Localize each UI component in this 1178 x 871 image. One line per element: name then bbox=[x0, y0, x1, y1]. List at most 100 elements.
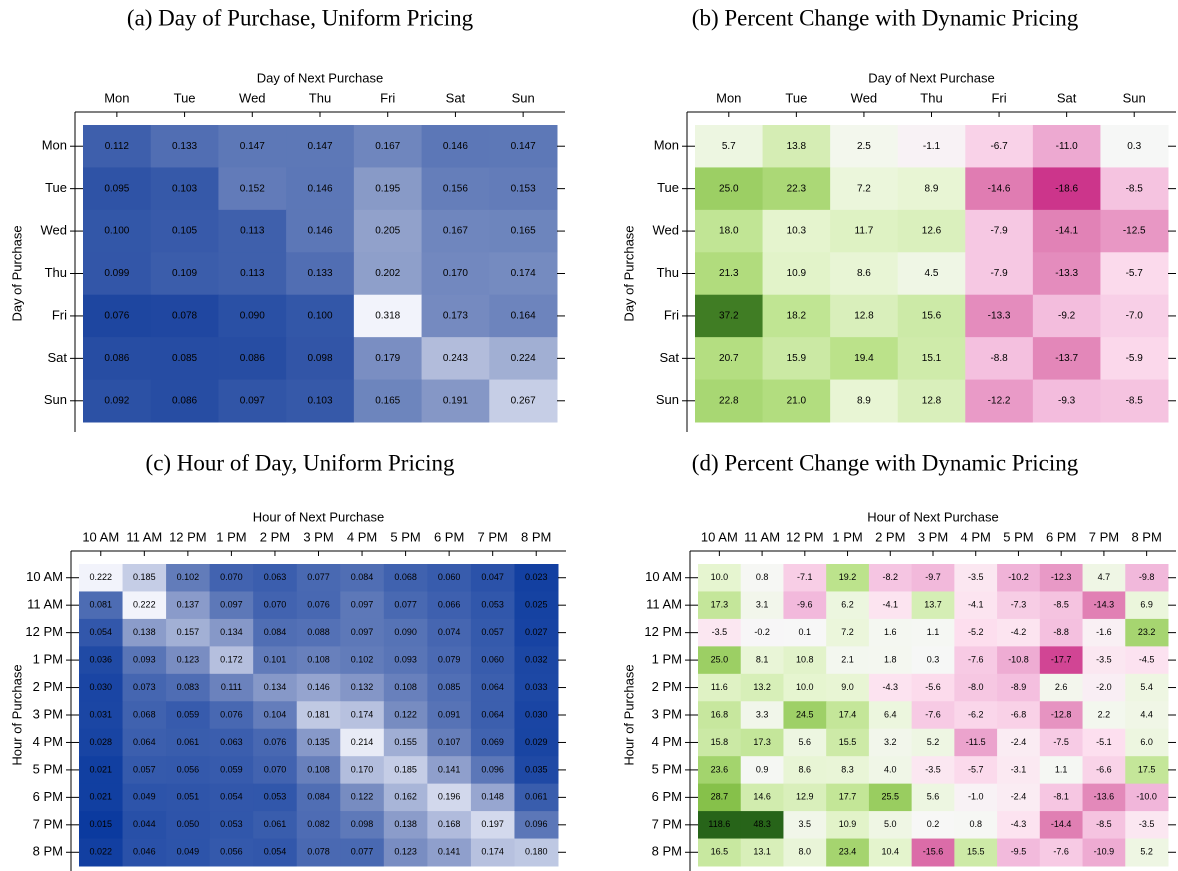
cell-label: 0.138 bbox=[133, 627, 156, 637]
cell-label: 0.085 bbox=[438, 682, 461, 692]
heatmap-cell bbox=[997, 591, 1041, 620]
heatmap-cell bbox=[340, 701, 385, 730]
cell-label: 21.0 bbox=[787, 395, 807, 406]
cell-label: 12.6 bbox=[922, 226, 942, 237]
heatmap-cell bbox=[1125, 728, 1169, 757]
heatmap-cell bbox=[1032, 294, 1101, 338]
cell-label: 0.061 bbox=[264, 819, 287, 829]
cell-label: 15.1 bbox=[922, 353, 942, 364]
x-tick-label: 2 PM bbox=[875, 529, 905, 544]
y-tick-label: Mon bbox=[654, 138, 679, 153]
heatmap-cell bbox=[122, 618, 167, 647]
heatmap-cell bbox=[514, 811, 559, 840]
y-tick-label: 10 AM bbox=[26, 569, 63, 584]
cell-label: -12.2 bbox=[988, 395, 1011, 406]
heatmap-cell bbox=[427, 811, 472, 840]
x-tick-label: Sun bbox=[512, 90, 535, 105]
cell-label: 0.054 bbox=[220, 792, 243, 802]
heatmap-cell bbox=[514, 673, 559, 702]
y-tick-label: Wed bbox=[653, 223, 680, 238]
cell-label: 17.4 bbox=[839, 709, 857, 719]
heatmap-cell bbox=[122, 756, 167, 785]
cell-label: 0.103 bbox=[307, 395, 332, 406]
cell-label: 0.162 bbox=[394, 792, 417, 802]
heatmap-cell bbox=[253, 591, 298, 620]
heatmap-cell bbox=[470, 673, 515, 702]
heatmap-cell bbox=[421, 337, 490, 381]
cell-label: 14.6 bbox=[753, 792, 771, 802]
heatmap-cell bbox=[740, 673, 784, 702]
heatmap-cell bbox=[427, 591, 472, 620]
heatmap-cell bbox=[783, 728, 827, 757]
cell-label: 0.054 bbox=[90, 627, 113, 637]
x-axis-title: Hour of Next Purchase bbox=[253, 509, 385, 524]
cell-label: -14.1 bbox=[1055, 226, 1078, 237]
heatmap-cell bbox=[997, 783, 1041, 812]
y-tick-label: Wed bbox=[41, 223, 68, 238]
cell-label: 10.3 bbox=[787, 226, 807, 237]
cell-label: 0.050 bbox=[177, 819, 200, 829]
heatmap-cell bbox=[150, 252, 219, 296]
cell-label: 0.214 bbox=[351, 737, 374, 747]
heatmap-cell bbox=[695, 337, 764, 381]
heatmap-cell bbox=[218, 337, 287, 381]
heatmap-cell bbox=[150, 294, 219, 338]
heatmap-cell bbox=[830, 337, 899, 381]
heatmap-cell bbox=[421, 379, 490, 423]
cell-label: 10.0 bbox=[711, 572, 729, 582]
cell-label: 0.185 bbox=[394, 764, 417, 774]
cell-label: 0.082 bbox=[307, 819, 330, 829]
x-tick-label: 3 PM bbox=[303, 529, 333, 544]
cell-label: 3.3 bbox=[756, 709, 769, 719]
heatmap-cell bbox=[83, 252, 152, 296]
heatmap-cell bbox=[253, 728, 298, 757]
cell-label: 0.134 bbox=[264, 682, 287, 692]
cell-label: 0.076 bbox=[307, 600, 330, 610]
cell-label: 0.096 bbox=[481, 764, 504, 774]
cell-label: 2.1 bbox=[841, 654, 854, 664]
cell-label: 0.096 bbox=[525, 819, 548, 829]
cell-label: 0.101 bbox=[264, 654, 287, 664]
cell-label: -4.3 bbox=[883, 682, 899, 692]
heatmap-cell bbox=[150, 125, 219, 168]
cell-label: 0.174 bbox=[481, 847, 504, 857]
heatmap-cell bbox=[340, 564, 385, 592]
cell-label: 0.107 bbox=[438, 737, 461, 747]
cell-label: -8.5 bbox=[1096, 819, 1112, 829]
heatmap-cell bbox=[1100, 167, 1169, 211]
y-tick-label: Fri bbox=[52, 307, 67, 322]
cell-label: 5.7 bbox=[722, 141, 736, 152]
cell-label: 0.098 bbox=[307, 353, 332, 364]
cell-label: 5.6 bbox=[799, 737, 812, 747]
heatmap-cell bbox=[1082, 591, 1126, 620]
cell-label: 24.5 bbox=[796, 709, 814, 719]
cell-label: 0.318 bbox=[375, 311, 400, 322]
y-tick-label: 4 PM bbox=[652, 734, 682, 749]
cell-label: 0.147 bbox=[511, 141, 536, 152]
cell-label: -11.0 bbox=[1056, 141, 1078, 152]
heatmap-cell bbox=[911, 838, 955, 867]
y-tick-label: 7 PM bbox=[33, 816, 63, 831]
y-tick-label: Tue bbox=[45, 180, 67, 195]
heatmap-cell bbox=[427, 701, 472, 730]
y-tick-label: 3 PM bbox=[652, 706, 682, 721]
cell-label: 15.5 bbox=[967, 847, 985, 857]
cell-label: -2.4 bbox=[1011, 792, 1027, 802]
heatmap-cell bbox=[783, 811, 827, 840]
cell-label: -14.6 bbox=[988, 183, 1011, 194]
cell-label: 0.083 bbox=[177, 682, 200, 692]
cell-label: 12.8 bbox=[922, 395, 942, 406]
heatmap-cell bbox=[1082, 618, 1126, 647]
cell-label: 0.122 bbox=[351, 792, 374, 802]
heatmap-cell bbox=[79, 783, 124, 812]
heatmap-cell bbox=[296, 728, 341, 757]
cell-label: 0.085 bbox=[172, 353, 197, 364]
heatmap-cell bbox=[830, 167, 899, 211]
heatmap-cell bbox=[740, 838, 784, 867]
cell-label: 1.8 bbox=[884, 654, 897, 664]
cell-label: 0.195 bbox=[375, 183, 400, 194]
cell-label: -14.4 bbox=[1051, 819, 1072, 829]
heatmap-cell bbox=[897, 337, 966, 381]
cell-label: 0.3 bbox=[927, 654, 940, 664]
heatmap-cell bbox=[286, 379, 355, 423]
